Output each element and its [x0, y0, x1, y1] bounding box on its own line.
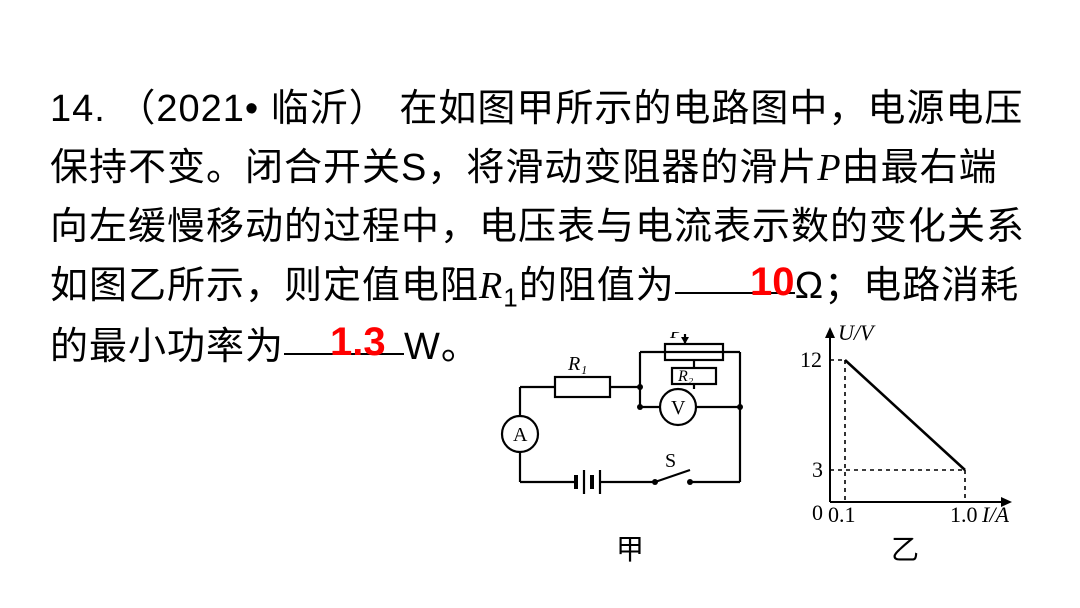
- xtick-01: 0.1: [828, 502, 856, 522]
- physics-problem-slide: { "problem": { "number": "14.", "source"…: [0, 0, 1080, 608]
- graph-label: 乙: [790, 528, 1020, 568]
- answer-r1: 10: [750, 260, 795, 305]
- answer-power: 1.3: [330, 320, 386, 365]
- label-V: V: [671, 397, 686, 419]
- var-R-sub: 1: [503, 282, 518, 312]
- xtick-10: 1.0: [950, 502, 978, 522]
- q-body-3: 的阻值为: [519, 265, 675, 307]
- ytick-3: 3: [812, 457, 823, 482]
- x-axis-label: I/A: [981, 502, 1009, 522]
- q-source: （2021• 临沂）: [117, 88, 387, 130]
- circuit-figure: R₁ P R₂: [500, 332, 760, 568]
- label-A: A: [513, 424, 528, 446]
- label-P: P: [669, 332, 682, 343]
- label-R1: R₁: [567, 353, 587, 375]
- var-R: R: [479, 265, 503, 307]
- circuit-label: 甲: [500, 528, 760, 568]
- ytick-12: 12: [800, 347, 822, 372]
- figures-container: R₁ P R₂: [500, 322, 1020, 568]
- unit-w: W。: [404, 326, 480, 368]
- origin-label: 0: [812, 500, 823, 522]
- graph-svg: U/V I/A 0 12 3 0.1 1.0: [790, 322, 1020, 522]
- label-R2: R₂: [677, 368, 694, 385]
- q-number: 14.: [50, 88, 106, 130]
- graph-figure: U/V I/A 0 12 3 0.1 1.0 乙: [790, 322, 1020, 568]
- var-P: P: [817, 147, 841, 189]
- circuit-svg: R₁ P R₂: [500, 332, 760, 522]
- label-S: S: [665, 450, 676, 472]
- y-axis-label: U/V: [838, 322, 876, 345]
